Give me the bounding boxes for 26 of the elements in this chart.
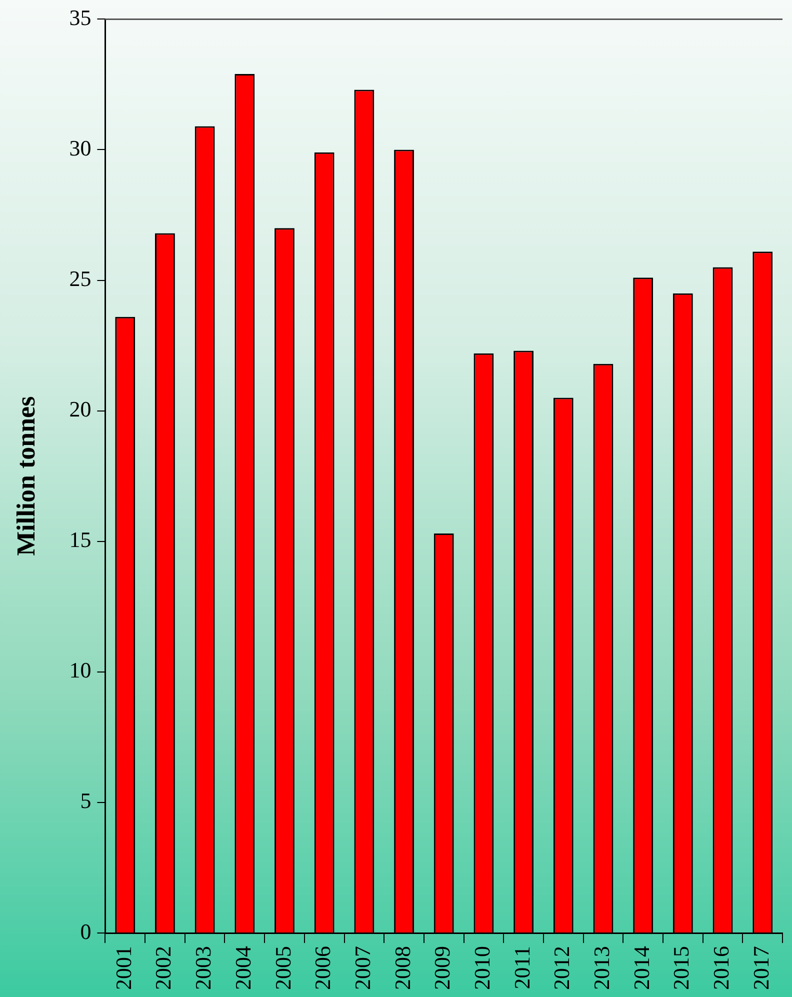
x-tick-label: 2013 xyxy=(589,946,614,990)
y-tick-label: 15 xyxy=(69,527,92,552)
x-tick-label: 2009 xyxy=(430,946,455,990)
x-tick-label: 2014 xyxy=(628,946,654,990)
y-tick-label: 30 xyxy=(69,136,92,161)
x-tick-label: 2006 xyxy=(310,946,336,990)
x-tick-label: 2016 xyxy=(708,946,734,990)
x-tick-label: 2007 xyxy=(350,946,375,990)
y-tick-label: 25 xyxy=(69,266,92,292)
y-tick-label: 5 xyxy=(80,788,92,814)
x-tick-label: 2001 xyxy=(110,946,136,990)
x-tick-label: 2005 xyxy=(270,946,296,990)
x-tick-label: 2002 xyxy=(150,946,176,990)
x-tick-label: 2017 xyxy=(748,946,774,990)
x-tick-label: 2003 xyxy=(190,946,216,990)
y-tick-label: 20 xyxy=(69,396,92,422)
x-tick-label: 2015 xyxy=(668,946,694,990)
y-tick-label: 10 xyxy=(69,658,92,683)
y-tick-label: 0 xyxy=(80,918,92,944)
y-tick-label: 35 xyxy=(69,4,92,30)
x-tick-label: 2010 xyxy=(469,946,494,990)
x-tick-label: 2011 xyxy=(509,946,534,990)
x-tick-label: 2004 xyxy=(230,946,256,990)
x-tick-label: 2012 xyxy=(549,946,574,990)
x-tick-label: 2008 xyxy=(390,946,415,990)
y-axis-title: Million tonnes xyxy=(11,396,40,556)
